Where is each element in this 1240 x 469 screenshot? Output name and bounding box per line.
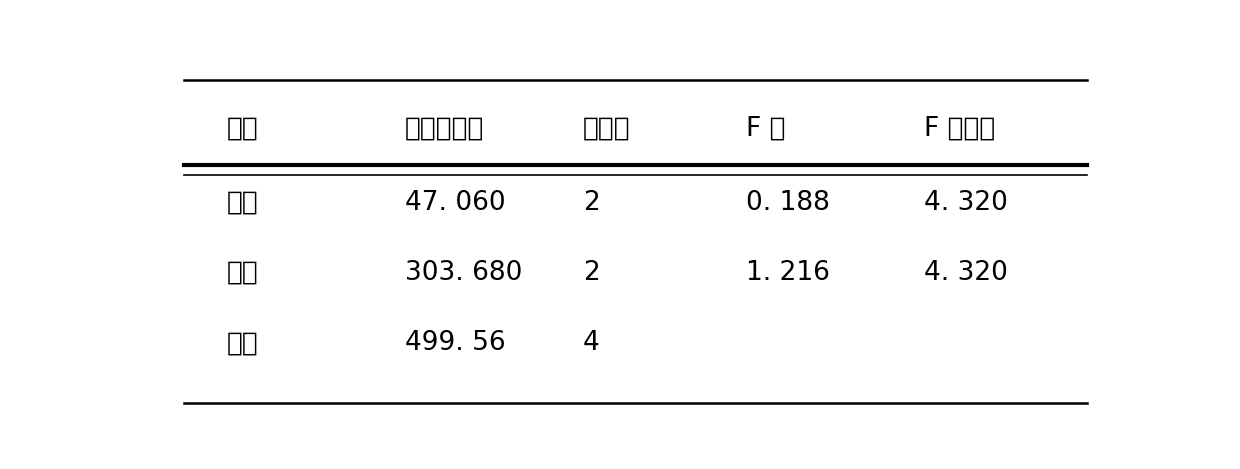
Text: 误差: 误差 <box>227 330 259 356</box>
Text: 4. 320: 4. 320 <box>924 260 1008 286</box>
Text: 0. 188: 0. 188 <box>746 189 830 216</box>
Text: 47. 060: 47. 060 <box>404 189 506 216</box>
Text: 4: 4 <box>583 330 599 356</box>
Text: 偏差平方和: 偏差平方和 <box>404 115 485 142</box>
Text: 1. 216: 1. 216 <box>746 260 830 286</box>
Text: 4. 320: 4. 320 <box>924 189 1008 216</box>
Text: 因素: 因素 <box>227 115 259 142</box>
Text: F 临界值: F 临界值 <box>924 115 994 142</box>
Text: 电流: 电流 <box>227 260 259 286</box>
Text: 自由度: 自由度 <box>583 115 630 142</box>
Text: 温度: 温度 <box>227 189 259 216</box>
Text: F 比: F 比 <box>746 115 785 142</box>
Text: 2: 2 <box>583 189 599 216</box>
Text: 499. 56: 499. 56 <box>404 330 506 356</box>
Text: 2: 2 <box>583 260 599 286</box>
Text: 303. 680: 303. 680 <box>404 260 522 286</box>
